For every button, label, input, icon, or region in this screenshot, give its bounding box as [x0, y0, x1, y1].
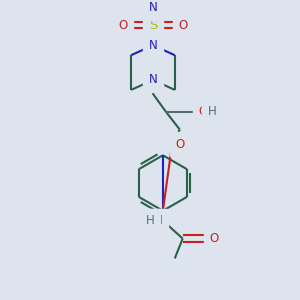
Text: H: H — [146, 214, 154, 227]
Text: O: O — [175, 138, 184, 151]
Text: H: H — [208, 105, 216, 118]
Text: O: O — [210, 232, 219, 245]
Text: O: O — [199, 105, 208, 118]
Text: N: N — [148, 74, 157, 86]
Text: N: N — [148, 39, 157, 52]
Text: S: S — [149, 19, 157, 32]
Text: O: O — [178, 19, 187, 32]
Text: O: O — [118, 19, 128, 32]
Text: N: N — [154, 214, 162, 227]
Text: N: N — [148, 1, 157, 14]
